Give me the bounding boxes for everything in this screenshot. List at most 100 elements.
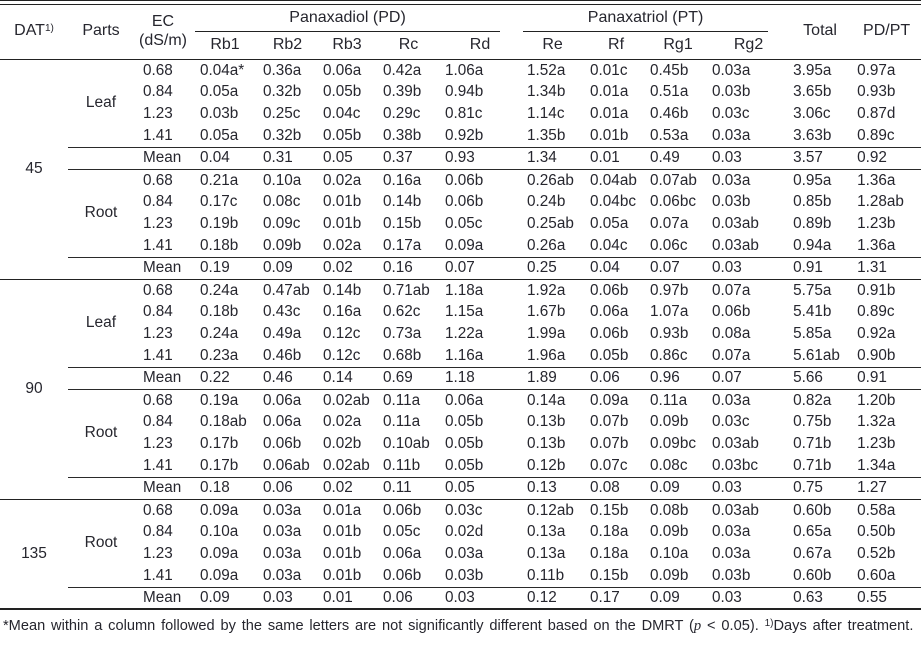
table-cell: 0.05c — [383, 523, 421, 541]
table-cell: 0.06bc — [650, 193, 696, 211]
table-cell: 0.06c — [650, 237, 688, 255]
table-cell: 0.05a — [200, 127, 239, 145]
table-cell: 0.17b — [200, 457, 239, 475]
table-cell: 0.39b — [383, 83, 422, 101]
table-cell: 0.03ab — [712, 237, 759, 255]
mean-value-cell: 0.04 — [192, 146, 258, 169]
table-cell: 1.07a — [650, 303, 689, 321]
mean-value-cell: 0.06 — [377, 586, 440, 609]
table-cell: 5.75a — [788, 278, 853, 301]
table-cell: 0.11a — [377, 388, 440, 411]
footnote-pvalue-text: < 0.05). — [701, 618, 765, 634]
table-cell: 3.65b — [793, 83, 832, 101]
table-cell: 0.01b — [323, 215, 362, 233]
table-cell: 0.05b — [323, 83, 362, 101]
table-cell: 1.23b — [857, 215, 896, 233]
table-row: 0.84 0.18b 0.43c 0.16a 0.62c 1.15a 1.67b 0.06a 1… — [0, 301, 921, 323]
col-header-re: Re — [520, 32, 586, 60]
table-row: 0.84 0.18ab 0.06a 0.02a 0.11a 0.05b 0.13b 0.07b… — [0, 411, 921, 433]
mean-value-cell: 1.18 — [440, 366, 521, 389]
table-cell: 1.20b — [852, 388, 921, 411]
table-cell: 3.06c — [793, 105, 831, 123]
table-footnote: *Mean within a column followed by the sa… — [3, 617, 919, 635]
table-cell: 0.08a — [712, 325, 751, 343]
table-cell: 0.05b — [323, 127, 362, 145]
table-cell: 0.06b — [377, 498, 440, 521]
table-cell: 0.03a — [712, 545, 751, 563]
table-cell: 0.04c — [323, 105, 361, 123]
col-header-dat: DAT1) — [0, 4, 68, 60]
table-row: 45 Leaf 0.68 0.04a* 0.36a 0.06a 0.42a 1.06a 1.52… — [0, 59, 921, 176]
table-cell: 0.89c — [857, 127, 895, 145]
mean-value-cell: 0.22 — [192, 366, 258, 389]
part-value-cell: Root — [68, 168, 134, 257]
mean-value-cell: 0.08 — [585, 476, 648, 499]
table-cell: 0.01b — [323, 567, 362, 585]
mean-value-cell: 0.09 — [647, 476, 710, 499]
table-cell: 5.85a — [793, 325, 832, 343]
col-header-rg1: Rg1 — [647, 32, 710, 60]
table-cell: 0.09b — [650, 523, 689, 541]
table-cell: 0.09bc — [650, 435, 696, 453]
table-cell: 0.03a — [709, 388, 789, 411]
mean-value-cell: 1.34 — [520, 146, 586, 169]
table-cell: 0.17b — [200, 435, 239, 453]
table-cell: 0.08c — [650, 457, 688, 475]
table-row: 0.84 0.05a 0.32b 0.05b 0.39b 0.94b 1.34b 0.01a 0… — [0, 81, 921, 103]
table-cell: 1.34a — [857, 457, 896, 475]
table-cell: 0.14b — [317, 278, 377, 301]
table-cell: 0.29c — [383, 105, 421, 123]
mean-label-cell: Mean — [134, 476, 192, 499]
table-cell: 0.92a — [857, 325, 896, 343]
mean-value-cell: 0.96 — [647, 366, 710, 389]
table-cell: 0.23a — [200, 347, 239, 365]
table-row: 1.41 0.18b 0.09b 0.02a 0.17a 0.09a 0.26a 0.04c 0… — [0, 235, 921, 257]
mean-value-cell: 0.17 — [585, 586, 648, 609]
table-cell: 0.04bc — [590, 193, 636, 211]
table-cell: 1.34b — [527, 83, 566, 101]
table-row: 1.41 0.23a 0.46b 0.12c 0.68b 1.16a 1.96a 0.05b 0… — [0, 345, 921, 367]
table-header: DAT1) Parts EC (dS/m) Panaxadiol (PD) Pa… — [0, 4, 921, 60]
table-cell: 0.03a — [258, 498, 317, 521]
table-cell: 0.24a — [200, 325, 239, 343]
table-cell: 0.97b — [647, 278, 710, 301]
part-value-cell: Leaf — [85, 94, 117, 112]
table-cell: 0.06b — [712, 303, 751, 321]
table-cell: 1.32a — [857, 413, 896, 431]
part-value-cell: Root — [68, 388, 134, 477]
table-row-mean: Mean 0.04 0.31 0.05 0.37 0.93 1.34 0.01 0.49 0.03… — [0, 146, 921, 169]
table-cell: 0.36a — [263, 61, 302, 79]
mean-value-cell: 5.66 — [788, 366, 853, 389]
table-cell: 1.96a — [527, 347, 566, 365]
col-group-panaxatriol: Panaxatriol (PT) — [520, 4, 788, 32]
ec-value-cell: 1.41 — [143, 127, 173, 145]
col-header-rf: Rf — [585, 32, 648, 60]
col-header-parts: Parts — [68, 4, 134, 60]
mean-value-cell: 0.93 — [440, 146, 521, 169]
mean-value-cell: 0.01 — [585, 146, 648, 169]
table-cell: 0.24b — [527, 193, 566, 211]
col-header-ec: EC (dS/m) — [134, 4, 192, 60]
table-cell: 3.95a — [793, 61, 832, 79]
ec-value-cell: 0.84 — [143, 83, 173, 101]
table-cell: 1.52a — [527, 61, 566, 79]
table-cell: 0.50b — [857, 523, 896, 541]
table-cell: 0.06a — [263, 413, 302, 431]
table-cell: 0.07a — [712, 347, 751, 365]
table-cell: 0.14a — [520, 388, 586, 411]
table-cell: 0.18a — [590, 545, 629, 563]
table-cell: 0.10a — [258, 168, 317, 191]
table-cell: 1.99a — [527, 325, 566, 343]
table-cell: 0.06b — [590, 325, 629, 343]
table-cell: 0.09b — [650, 413, 689, 431]
table-cell: 0.05b — [590, 347, 629, 365]
ec-value-cell: 0.84 — [143, 303, 173, 321]
table-cell: 0.07ab — [647, 168, 710, 191]
table-row: 1.41 0.17b 0.06ab 0.02ab 0.11b 0.05b 0.12b 0.07… — [0, 455, 921, 477]
mean-label-cell: Mean — [134, 366, 192, 389]
table-cell: 0.02a — [317, 168, 377, 191]
table-cell: 0.03a — [445, 545, 484, 563]
table-cell: 0.18a — [590, 523, 629, 541]
table-cell: 0.03bc — [712, 457, 758, 475]
table-cell: 0.46b — [650, 105, 689, 123]
